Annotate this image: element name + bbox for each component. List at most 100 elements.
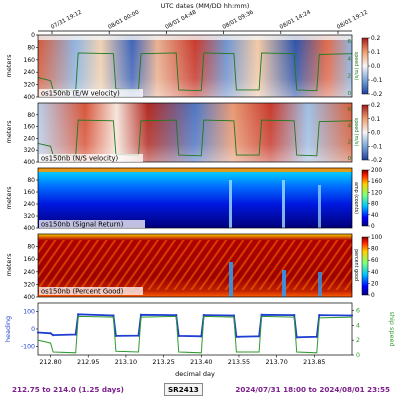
signal-panel-frame [37, 167, 353, 229]
heading-point [52, 334, 55, 337]
depth-tick-label: 160 [24, 57, 36, 64]
ns-panel-label: os150nb (N/S velocity) [41, 155, 119, 163]
depth-tick-labels: 0 80 160 240 320 400 80 160 240 320 400 80 160 240 320… [24, 32, 38, 301]
ns-ylabel: meters [5, 120, 13, 144]
heading-point [202, 314, 205, 317]
ship-speed-tick-label: 2 [356, 337, 360, 344]
date-range: 2024/07/31 18:00 to 2024/08/01 23:55 [235, 385, 390, 394]
heading-point [200, 335, 203, 338]
x-tick-label: 213.55 [228, 358, 250, 366]
speed-tick-label: 4 [347, 123, 351, 129]
figure: UTC dates (MM/DD hh:mm) 07/31 19:12 08/01… [4, 2, 396, 378]
heading-point [260, 313, 263, 316]
top-tick-label: 08/01 04:48 [165, 9, 198, 30]
x-tick-label: 213.40 [190, 358, 212, 366]
colorbar-tick-label: 120 [371, 190, 382, 196]
heading-point [112, 314, 115, 317]
depth-tick-label: 320 [24, 281, 36, 288]
colorbar-tick-label: 160 [371, 179, 382, 185]
speed-tick-label: 4 [347, 56, 351, 62]
panel-labels: os150nb (E/W velocity) os150nb (N/S velo… [39, 89, 145, 296]
heading-speed-chart: 212.80 212.95 213.10 213.25 213.40 213.55 213.… [4, 302, 396, 378]
top-tick-label: 08/01 09:36 [222, 9, 255, 30]
speed-tick-labels: 6 4 2 0 6 4 2 0 [347, 39, 351, 162]
colorbar-tick-label: 80 [371, 247, 379, 253]
depth-tick-label: 400 [24, 94, 36, 101]
pg-panel-label: os150nb (Percent Good) [41, 288, 124, 296]
ship-speed-ticks: 6 4 2 0 [352, 307, 360, 359]
ew-colorbar [361, 37, 369, 95]
panel-ns-velocity [37, 102, 353, 163]
colorbar-tick-label: 0.1 [371, 117, 381, 123]
ship-id-badge: SR2413 [164, 383, 203, 396]
colorbar-tick-label: 80 [371, 202, 379, 208]
heading-point [114, 334, 117, 337]
depth-tick-label: 80 [27, 244, 35, 251]
heading-chart-frame [37, 302, 353, 356]
heading-point [49, 332, 52, 335]
ship-speed-line [37, 315, 353, 354]
heading-point [232, 314, 235, 317]
x-tick-label: 213.25 [152, 358, 174, 366]
depth-tick-label: 400 [24, 159, 36, 166]
panel-ew-velocity [37, 34, 353, 98]
ns-right-label: speed (m/s) [353, 118, 359, 147]
x-tick-label: 213.10 [115, 358, 137, 366]
top-tick-label: 08/01 19:12 [336, 9, 369, 30]
depth-tick-label: 0 [31, 32, 35, 39]
percent-good-panel-frame [37, 233, 353, 298]
colorbar-tick-label: 40 [371, 213, 379, 219]
sig-colorbar [361, 169, 369, 227]
ship-speed-tick-label: 4 [356, 322, 360, 329]
depth-tick-label: 320 [24, 82, 36, 89]
pg-colorbar [361, 236, 369, 296]
colorbar-tick-label: 20 [371, 281, 379, 287]
heading-point [36, 331, 40, 334]
heading-line [37, 313, 353, 339]
sig-ylabel: meters [5, 186, 13, 210]
colorbar-tick-label: 0.1 [371, 50, 381, 56]
depth-tick-label: 80 [27, 112, 35, 119]
depth-tick-label: 240 [24, 269, 36, 276]
top-tick-label: 07/31 19:12 [50, 9, 83, 30]
speed-tick-label: 2 [347, 74, 351, 80]
colorbar-tick-label: 0 [371, 224, 375, 230]
x-tick-label: 213.70 [265, 358, 287, 366]
decimal-day-label: decimal day [175, 370, 215, 378]
colorbar-tick-label: 0.0 [371, 64, 381, 70]
speed-tick-label: 6 [347, 107, 351, 113]
heading-point [139, 313, 143, 316]
heading-point [74, 333, 77, 336]
ew-right-label: speed (m/s) [353, 52, 359, 81]
ns-ship-speed-line [37, 119, 353, 157]
depth-tick-label: 160 [24, 256, 36, 263]
top-tick-label: 08/01 00:00 [107, 9, 140, 30]
depth-tick-label: 320 [24, 213, 36, 220]
heading-axis-label: heading [4, 316, 12, 342]
heading-point [315, 335, 318, 338]
heading-point [293, 314, 296, 317]
depth-tick-label: 80 [27, 177, 35, 184]
depth-tick-label: 400 [24, 294, 36, 301]
footer-bar: 212.75 to 214.0 (1.25 days) SR2413 2024/… [0, 379, 400, 399]
heading-point [137, 334, 140, 337]
depth-tick-label: 240 [24, 69, 36, 76]
depth-tick-label: 400 [24, 225, 36, 232]
decimal-day-range: 212.75 to 214.0 (1.25 days) [12, 385, 124, 394]
panel-percent-good [37, 233, 353, 298]
x-tick-label: 212.80 [39, 358, 61, 366]
depth-tick-label: 240 [24, 201, 36, 208]
heading-point [177, 334, 180, 337]
heading-tick-label: -100 [21, 343, 35, 350]
heading-ticks: 100 0 -100 [21, 309, 38, 350]
top-axis-title: UTC dates (MM/DD hh:mm) [161, 2, 250, 10]
speed-tick-label: 2 [347, 140, 351, 146]
heading-point [175, 314, 178, 317]
depth-tick-label: 160 [24, 189, 36, 196]
ew-panel-label: os150nb (E/W velocity) [41, 90, 120, 98]
depth-tick-label: 160 [24, 124, 36, 131]
heading-speed-series [36, 313, 354, 354]
heading-point [350, 314, 354, 317]
colorbar-tick-label: 0.2 [371, 36, 381, 42]
depth-tick-label: 240 [24, 135, 36, 142]
